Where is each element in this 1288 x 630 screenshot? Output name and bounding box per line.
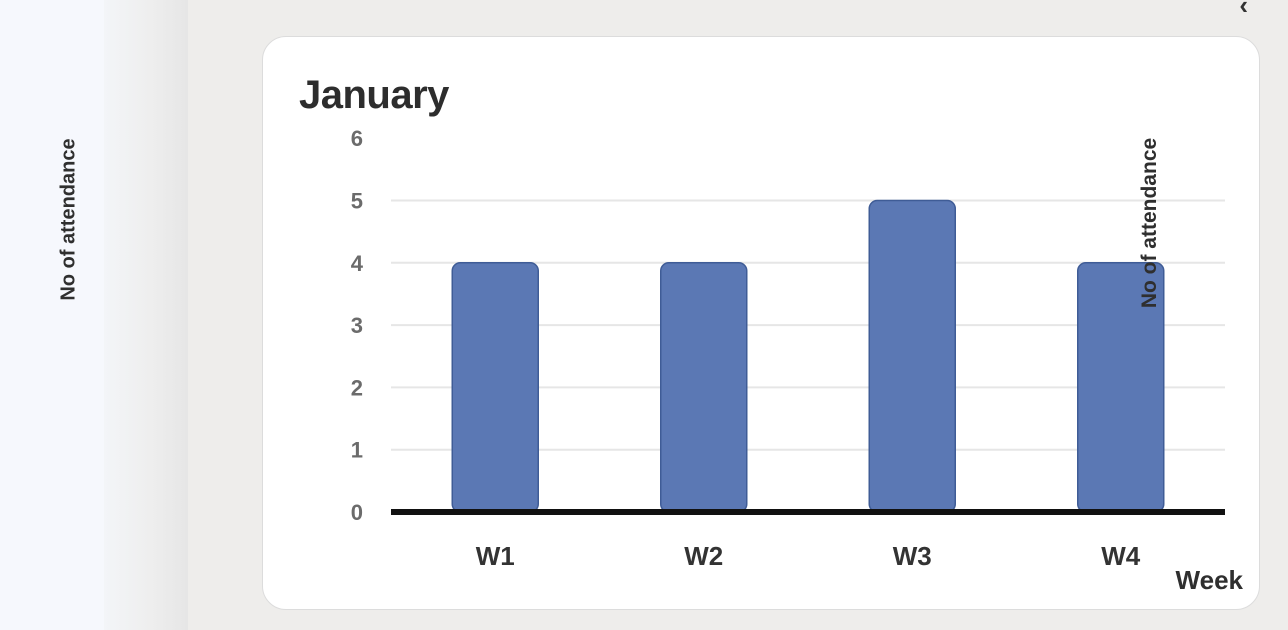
y-tick-label: 2 bbox=[351, 375, 363, 400]
attendance-bar-chart: 0 1 2 3 4 5 6 W1 W2 W3 W4 Week No of attendance bbox=[351, 126, 1244, 595]
y-tick-label: 4 bbox=[351, 251, 364, 276]
bar bbox=[660, 262, 748, 513]
x-tick-label: W2 bbox=[684, 541, 723, 571]
y-tick-label: 1 bbox=[351, 438, 363, 463]
chevron-left-icon[interactable]: ‹ bbox=[1239, 0, 1248, 20]
side-panel-shadow bbox=[104, 0, 188, 630]
y-axis-label: No of attendance bbox=[1138, 138, 1161, 308]
side-panel bbox=[0, 0, 104, 630]
y-tick-label: 3 bbox=[351, 313, 363, 338]
bar bbox=[451, 262, 539, 513]
x-tick-label: W4 bbox=[1101, 541, 1141, 571]
x-tick-label: W1 bbox=[476, 541, 515, 571]
y-tick-label: 5 bbox=[351, 189, 363, 214]
chart-card: January 0 1 2 3 4 5 6 W1 W2 W3 W4 Week No of attenda… bbox=[262, 36, 1260, 610]
y-tick-label: 6 bbox=[351, 126, 363, 151]
y-tick-label: 0 bbox=[351, 500, 363, 525]
x-tick-label: W3 bbox=[893, 541, 932, 571]
x-axis-label: Week bbox=[1176, 565, 1244, 595]
bar bbox=[868, 199, 956, 513]
chart-title: January bbox=[299, 73, 449, 117]
side-panel-rotated-label: No of attendance bbox=[57, 138, 80, 301]
